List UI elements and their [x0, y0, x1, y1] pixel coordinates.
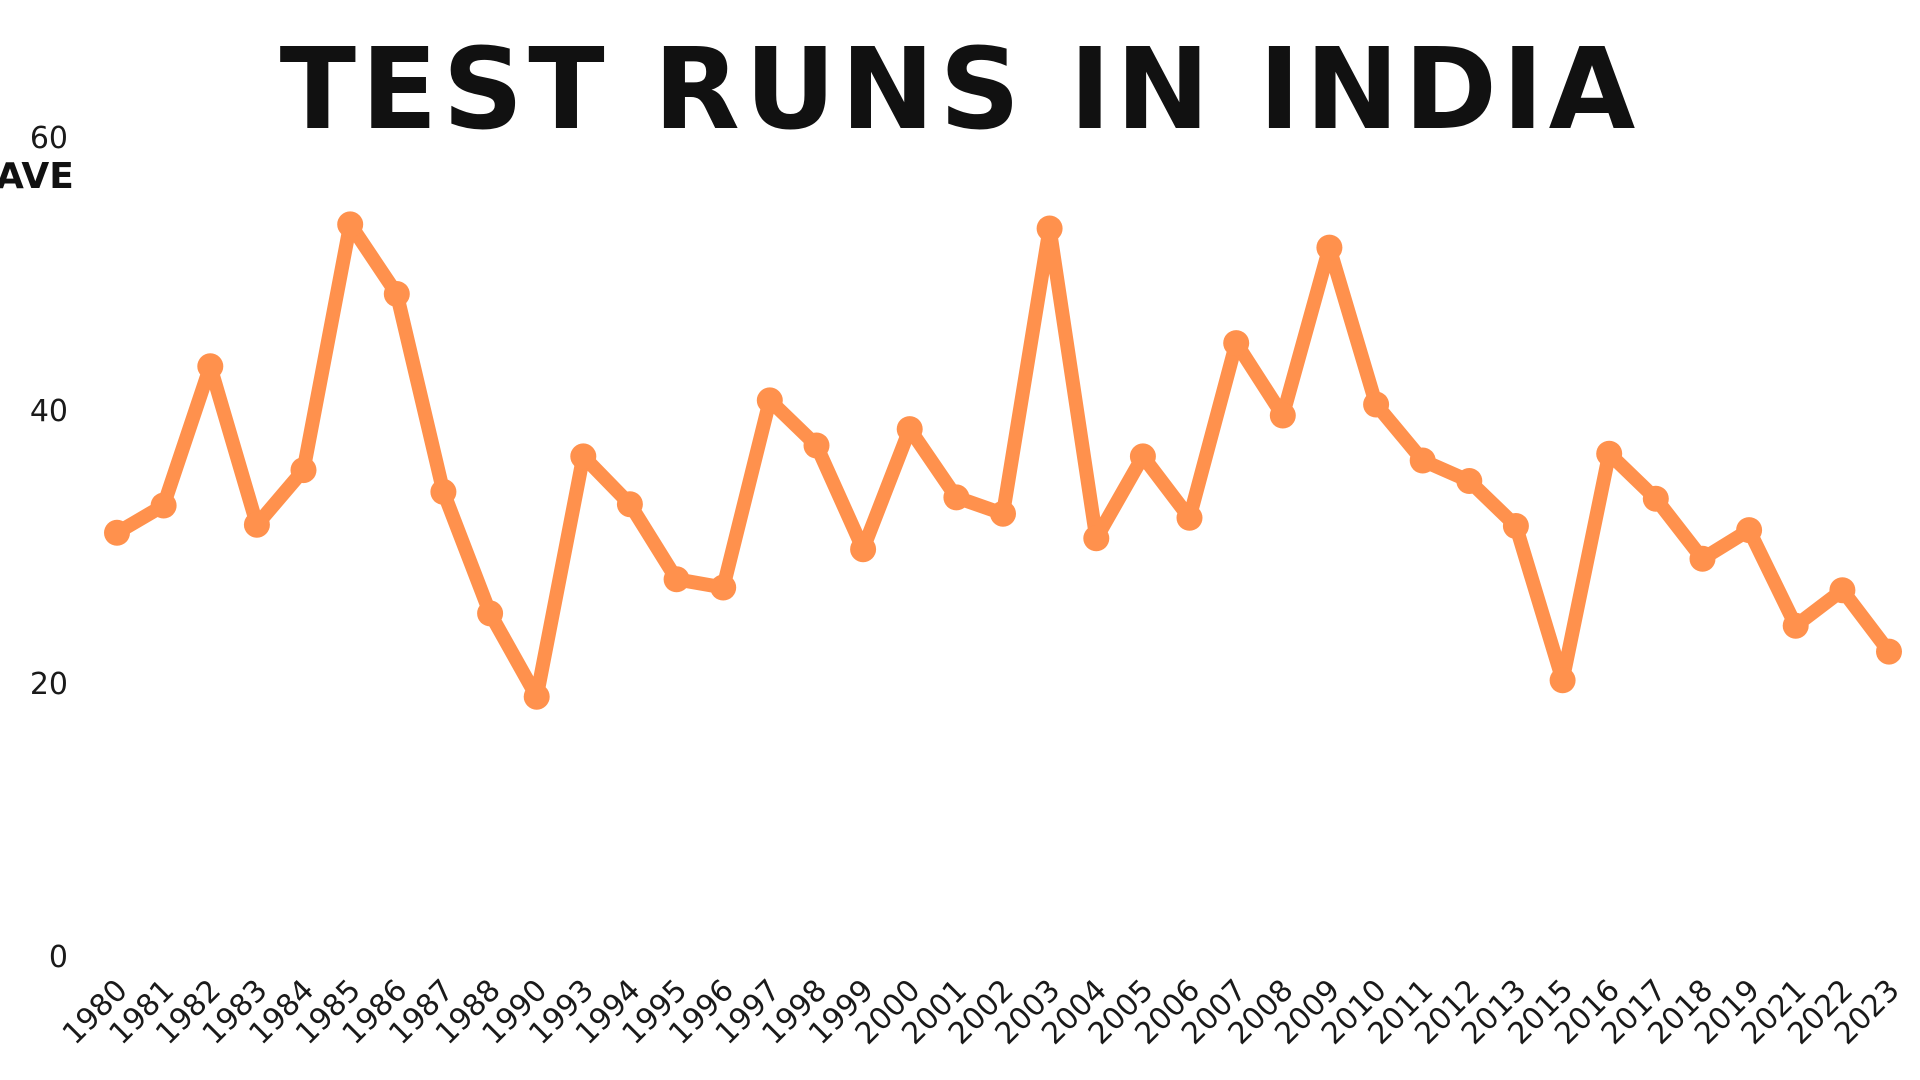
data-point — [1596, 440, 1623, 467]
data-point — [570, 443, 597, 470]
data-point — [1736, 517, 1763, 544]
data-point — [1316, 234, 1343, 261]
y-tick-label: 40 — [30, 394, 68, 429]
data-point — [710, 574, 737, 601]
data-point — [197, 353, 224, 380]
y-tick-label: 60 — [30, 121, 68, 156]
series-layer — [104, 211, 1902, 710]
data-point — [1689, 545, 1716, 572]
y-axis-ticks: 0 20 40 60 — [30, 121, 68, 975]
data-point — [1036, 215, 1063, 242]
y-axis-label: AVE — [0, 156, 74, 197]
data-point — [1782, 612, 1809, 639]
data-point — [896, 416, 923, 443]
chart-title: TEST RUNS IN INDIA — [280, 25, 1641, 155]
data-point — [1176, 504, 1203, 531]
data-point — [756, 387, 783, 414]
data-point — [1502, 513, 1529, 539]
data-point — [337, 211, 364, 238]
data-point — [290, 457, 317, 484]
data-point — [150, 492, 177, 519]
data-point — [990, 500, 1016, 527]
data-point — [1083, 525, 1110, 552]
data-point — [1549, 667, 1576, 694]
data-point — [803, 432, 830, 459]
data-point — [1409, 447, 1436, 474]
data-point — [1829, 577, 1856, 604]
x-axis-ticks: 1980198119821983198419851986198719881990… — [56, 973, 1907, 1052]
y-tick-label: 20 — [30, 667, 68, 702]
y-tick-label: 0 — [49, 940, 68, 975]
data-point — [1223, 330, 1250, 357]
data-point — [1876, 638, 1902, 665]
series-line — [110, 217, 1896, 704]
data-point — [477, 600, 504, 627]
data-point — [104, 519, 130, 546]
data-point — [1129, 443, 1156, 470]
data-point — [1269, 402, 1296, 429]
data-point — [243, 511, 270, 538]
data-point — [850, 536, 877, 563]
data-point — [663, 566, 690, 593]
data-point — [383, 281, 410, 307]
data-point — [1642, 485, 1669, 512]
data-point — [943, 484, 970, 511]
data-point — [1363, 391, 1390, 418]
data-point — [616, 491, 643, 518]
data-point — [523, 683, 550, 710]
data-point — [1456, 468, 1483, 494]
data-point — [430, 478, 457, 505]
